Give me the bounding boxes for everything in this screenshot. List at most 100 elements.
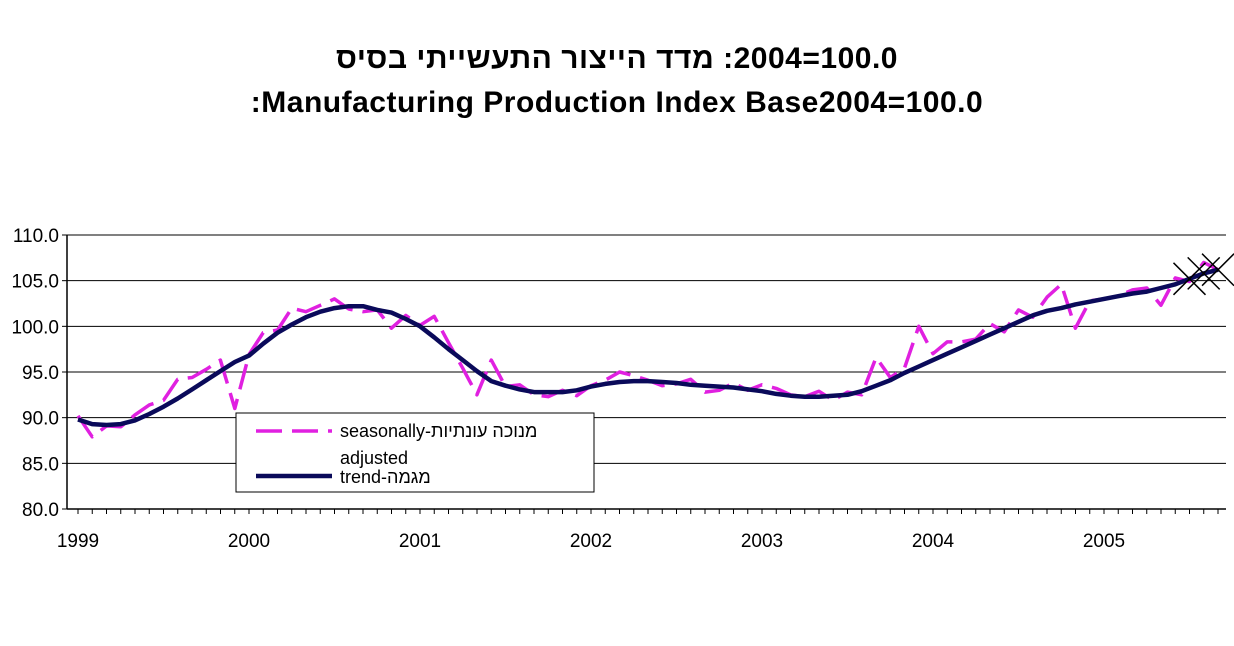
series-0-point-33 — [548, 396, 549, 397]
series-1-point-19 — [348, 306, 349, 307]
series-1-point-33 — [548, 392, 549, 393]
series-1-point-35 — [576, 390, 577, 391]
series-1-point-31 — [519, 389, 520, 390]
series-0-point-44 — [705, 392, 706, 393]
series-1-point-59 — [918, 366, 919, 367]
series-0-point-29 — [491, 360, 492, 361]
series-1-point-36 — [591, 386, 592, 387]
series-0-point-38 — [619, 372, 620, 373]
series-1-point-12 — [249, 355, 250, 356]
series-1-point-76 — [1160, 287, 1161, 288]
series-1-point-66 — [1018, 321, 1019, 322]
series-0-point-19 — [348, 308, 349, 309]
series-1-point-16 — [305, 317, 306, 318]
y-tick-label-6: 110.0 — [13, 226, 59, 247]
series-2-marker-2 — [1201, 253, 1234, 287]
series-1-point-51 — [804, 396, 805, 397]
series-0-point-39 — [633, 375, 634, 376]
series-1-point-37 — [605, 383, 606, 384]
series-1-point-18 — [334, 308, 335, 309]
series-1-point-26 — [448, 349, 449, 350]
x-tick-label-1: 2000 — [228, 531, 270, 552]
x-tick-label-3: 2002 — [570, 531, 612, 552]
legend-entry-1: adjusted — [340, 448, 408, 468]
series-0-point-4 — [134, 414, 135, 415]
series-1-point-67 — [1032, 315, 1033, 316]
series-0-point-56 — [876, 357, 877, 358]
series-0-point-16 — [305, 311, 306, 312]
series-1-point-34 — [562, 392, 563, 393]
series-1-point-20 — [363, 306, 364, 307]
series-2-marker-1 — [1187, 256, 1221, 290]
series-1-point-23 — [405, 319, 406, 320]
series-0-point-69 — [1061, 284, 1062, 285]
series-0-point-52 — [818, 391, 819, 392]
series-0-point-77 — [1175, 277, 1176, 278]
series-1-point-29 — [491, 381, 492, 382]
series-1-line — [77, 267, 1219, 428]
series-0-point-23 — [405, 315, 406, 316]
series-1-point-1 — [92, 424, 93, 425]
series-1-point-74 — [1132, 293, 1133, 294]
series-0-point-61 — [947, 341, 948, 342]
series-1-point-44 — [705, 385, 706, 386]
series-1-point-57 — [890, 380, 891, 381]
series-1-point-8 — [192, 389, 193, 390]
series-0-point-49 — [776, 388, 777, 389]
series-1-point-43 — [690, 384, 691, 385]
series-1-point-45 — [719, 386, 720, 387]
series-0-point-8 — [192, 377, 193, 378]
series-0-point-65 — [1004, 331, 1005, 332]
series-0-point-79 — [1203, 262, 1204, 263]
legend-entry-2: trend-מגמה — [340, 467, 431, 487]
series-0-point-7 — [177, 379, 178, 380]
series-1-point-41 — [662, 382, 663, 383]
series-0-point-66 — [1018, 309, 1019, 310]
series-1-point-0 — [78, 419, 79, 420]
series-0-point-15 — [291, 308, 292, 309]
series-0-point-5 — [149, 404, 150, 405]
series-1-point-53 — [833, 395, 834, 396]
series-1-point-7 — [177, 398, 178, 399]
series-0-point-32 — [534, 394, 535, 395]
series-0-point-22 — [391, 328, 392, 329]
series-0-point-48 — [762, 384, 763, 385]
series-0-point-26 — [448, 342, 449, 343]
series-1-point-50 — [790, 395, 791, 396]
series-0-point-35 — [576, 395, 577, 396]
series-1-point-21 — [377, 309, 378, 310]
series-0-point-64 — [989, 323, 990, 324]
series-0-point-37 — [605, 380, 606, 381]
y-tick-label-2: 90.0 — [22, 409, 59, 430]
chart-title: 100.0=2004: מדד הייצור התעשייתי בסיס — [336, 42, 898, 75]
series-0-line — [76, 260, 1219, 439]
series-2-marker-0 — [1172, 262, 1207, 296]
series-1-point-17 — [320, 311, 321, 312]
legend-entry-0: seasonally-מנוכה עונתיות — [340, 421, 537, 441]
series-0-point-13 — [263, 332, 264, 333]
x-tick-label-4: 2003 — [741, 531, 783, 552]
series-1-point-48 — [762, 391, 763, 392]
series-1-point-73 — [1118, 296, 1119, 297]
series-0-point-20 — [363, 311, 364, 312]
x-tick-label-2: 2001 — [399, 531, 441, 552]
series-0-point-11 — [234, 408, 235, 409]
series-1-point-4 — [134, 420, 135, 421]
series-1-point-70 — [1075, 304, 1076, 305]
series-1-point-56 — [876, 385, 877, 386]
series-1-point-32 — [534, 392, 535, 393]
series-0-point-18 — [334, 298, 335, 299]
series-0-point-59 — [918, 326, 919, 327]
series-1-point-68 — [1047, 310, 1048, 311]
series-0-point-53 — [833, 400, 834, 401]
series-1-point-14 — [277, 332, 278, 333]
x-tick-label-0: 1999 — [57, 531, 99, 552]
series-1-point-54 — [847, 394, 848, 395]
series-1-point-9 — [206, 380, 207, 381]
series-1-point-42 — [676, 382, 677, 383]
series-1-point-28 — [476, 371, 477, 372]
series-0-point-6 — [163, 400, 164, 401]
series-0-point-10 — [220, 360, 221, 361]
series-1-point-30 — [505, 385, 506, 386]
series-0-point-68 — [1047, 297, 1048, 298]
